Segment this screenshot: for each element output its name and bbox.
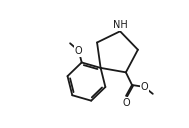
Text: O: O: [122, 98, 130, 108]
Text: NH: NH: [113, 20, 128, 30]
Text: O: O: [140, 82, 148, 92]
Text: O: O: [75, 46, 83, 56]
